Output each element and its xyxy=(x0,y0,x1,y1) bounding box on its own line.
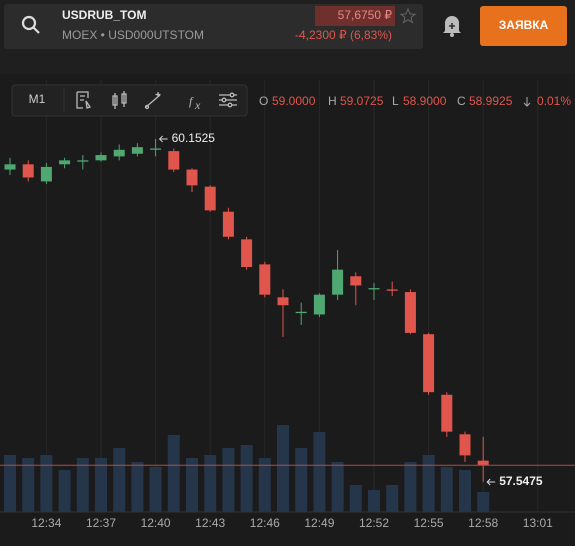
volume-bar xyxy=(295,448,308,512)
volume-bar xyxy=(459,470,471,512)
candle-body xyxy=(459,434,471,456)
ohlc-legend: O 59.0000 H 59.0725 L 58.9000 C 58.9925 … xyxy=(259,94,571,108)
x-tick-label: 12:52 xyxy=(359,516,389,530)
volume-bar xyxy=(76,458,89,512)
candle-body xyxy=(204,186,216,211)
candle-body xyxy=(404,292,416,333)
ohlc-o: 59.0000 xyxy=(272,94,316,108)
volume-bar xyxy=(204,455,217,512)
ohlc-l: 58.9000 xyxy=(403,94,447,108)
ohlc-h-label: H xyxy=(328,94,337,108)
interval[interactable]: M1 xyxy=(29,92,46,106)
volume-bar xyxy=(22,458,35,512)
candle-body xyxy=(77,160,89,162)
svg-text:x: x xyxy=(194,98,201,112)
volume-bar xyxy=(4,455,16,512)
volume-bar xyxy=(58,470,71,512)
x-tick-label: 13:01 xyxy=(523,516,553,530)
price: 57,6750 ₽ xyxy=(338,8,393,22)
volume-bar xyxy=(404,462,417,512)
candle-body xyxy=(241,239,253,268)
ohlc-l-label: L xyxy=(392,94,399,108)
toolbar-icons[interactable]: f x xyxy=(63,88,237,113)
annotation-label: 60.1525 xyxy=(172,131,216,145)
candle-body xyxy=(113,149,125,157)
candle-body xyxy=(332,269,344,295)
annotation-arrow xyxy=(486,478,496,486)
candle-body xyxy=(295,311,307,314)
annotation-arrow xyxy=(158,135,168,143)
x-tick-label: 12:55 xyxy=(414,516,444,530)
volume-bar xyxy=(186,458,198,512)
volume-bar xyxy=(386,485,399,512)
candle-body xyxy=(423,334,435,393)
volume-bar xyxy=(222,448,235,512)
candle-body xyxy=(40,166,52,182)
candle-body xyxy=(386,289,398,291)
volume-bar xyxy=(349,485,362,512)
volume-bar xyxy=(131,462,144,512)
favorite-star[interactable] xyxy=(399,7,417,24)
candle-body xyxy=(150,148,162,150)
change: -4,2300 ₽ (6,83%) xyxy=(295,28,392,42)
candle-body xyxy=(368,288,380,290)
volume-bar xyxy=(240,445,253,512)
x-tick-label: 12:49 xyxy=(304,516,334,530)
order-button[interactable] xyxy=(480,6,567,46)
volume-bar xyxy=(331,462,344,512)
ticker: USDRUB_TOM xyxy=(62,8,146,22)
volume-bar xyxy=(95,458,107,512)
candle-body xyxy=(186,169,198,186)
candle-body xyxy=(277,297,289,306)
ohlc-c: 58.9925 xyxy=(469,94,513,108)
volume-bar xyxy=(277,425,289,512)
volume-bar xyxy=(368,490,380,512)
candle-body xyxy=(95,155,107,161)
chart-gap xyxy=(0,58,575,74)
chart: 12:34 12:37 12:40 12:43 12:46 12:49 12:52 12:55… xyxy=(0,80,575,530)
x-tick-label: 12:40 xyxy=(141,516,171,530)
x-tick-label: 12:34 xyxy=(31,516,61,530)
price-box xyxy=(315,6,395,26)
volume-bar xyxy=(167,435,180,512)
volume-bar xyxy=(40,455,53,512)
volume-bar xyxy=(313,432,326,512)
volume-bar xyxy=(258,458,271,512)
annotation-label: 57.5475 xyxy=(499,474,543,488)
toolbar xyxy=(11,84,248,117)
search-icon[interactable] xyxy=(21,15,40,34)
volume-bar xyxy=(477,492,490,512)
exchange: MOEX • USD000UTSTOM xyxy=(62,28,204,42)
candle-body xyxy=(259,264,271,295)
candle-body xyxy=(350,276,362,286)
order-button-label[interactable]: ЗАЯВКА xyxy=(499,18,549,32)
down-arrow xyxy=(523,97,531,107)
candle-body xyxy=(168,151,180,170)
candle-body xyxy=(131,147,143,154)
ohlc-c-label: C xyxy=(457,94,466,108)
ohlc-change: 0.01% xyxy=(537,94,571,108)
volume-bar xyxy=(113,448,126,512)
candle-body xyxy=(59,160,71,165)
candle-body xyxy=(4,164,16,170)
volume-bar xyxy=(440,467,453,512)
candle-body xyxy=(22,164,34,178)
x-tick-label: 12:37 xyxy=(86,516,116,530)
x-tick-label: 12:46 xyxy=(250,516,280,530)
volume-bar xyxy=(149,467,162,512)
ohlc-h: 59.0725 xyxy=(340,94,384,108)
candle-body xyxy=(222,211,234,237)
candle-body xyxy=(477,460,489,466)
x-tick-label: 12:43 xyxy=(195,516,225,530)
svg-text:f: f xyxy=(189,94,194,108)
x-tick-label: 12:58 xyxy=(468,516,498,530)
candle-body xyxy=(441,394,453,432)
volume-bar xyxy=(422,455,435,512)
candle-body xyxy=(313,294,325,315)
ohlc-o-label: O xyxy=(259,94,268,108)
alert-icon[interactable] xyxy=(443,16,461,37)
